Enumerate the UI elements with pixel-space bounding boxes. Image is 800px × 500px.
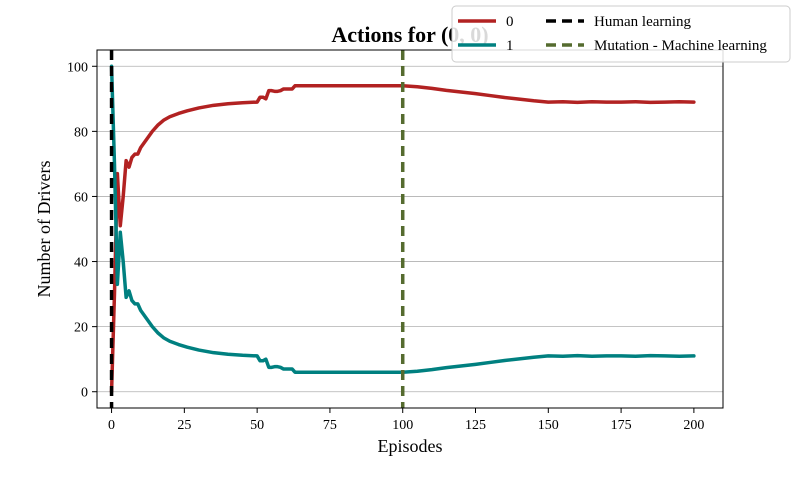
- y-axis-label: Number of Drivers: [34, 161, 54, 298]
- legend-label-3: Mutation - Machine learning: [594, 38, 767, 54]
- legend: 0 1 Human learning Mutation - Machine learn…: [451, 5, 791, 63]
- x-tick-label-0: 0: [108, 418, 115, 433]
- y-tick-label-80: 80: [74, 125, 88, 140]
- plot-frame: [96, 49, 724, 409]
- legend-label-2: Human learning: [594, 14, 692, 30]
- y-tick-label-100: 100: [67, 60, 88, 75]
- y-tick-label-0: 0: [81, 386, 88, 401]
- vertical-markers: [109, 50, 405, 408]
- y-tick-label-40: 40: [74, 256, 88, 271]
- legend-box: [451, 5, 791, 63]
- x-tick-label-175: 175: [611, 418, 632, 433]
- series-lines: [109, 64, 696, 394]
- y-ticks: 0 20 40 60 80 100: [67, 60, 97, 401]
- series-line-0: [109, 84, 696, 394]
- x-axis-label: Episodes: [378, 436, 443, 456]
- x-tick-label-100: 100: [392, 418, 413, 433]
- legend-label-1: 1: [506, 38, 514, 54]
- x-tick-label-125: 125: [465, 418, 486, 433]
- x-tick-label-25: 25: [177, 418, 191, 433]
- legend-label-0: 0: [506, 14, 514, 30]
- x-tick-label-200: 200: [683, 418, 704, 433]
- x-tick-label-50: 50: [250, 418, 264, 433]
- y-tick-label-20: 20: [74, 321, 88, 336]
- x-tick-label-75: 75: [323, 418, 337, 433]
- series-line-1: [109, 64, 696, 374]
- y-tick-label-60: 60: [74, 190, 88, 205]
- x-ticks: 0 25 50 75 100 125 150 175 200: [108, 408, 704, 433]
- grid-lines: [97, 65, 723, 393]
- x-tick-label-150: 150: [538, 418, 559, 433]
